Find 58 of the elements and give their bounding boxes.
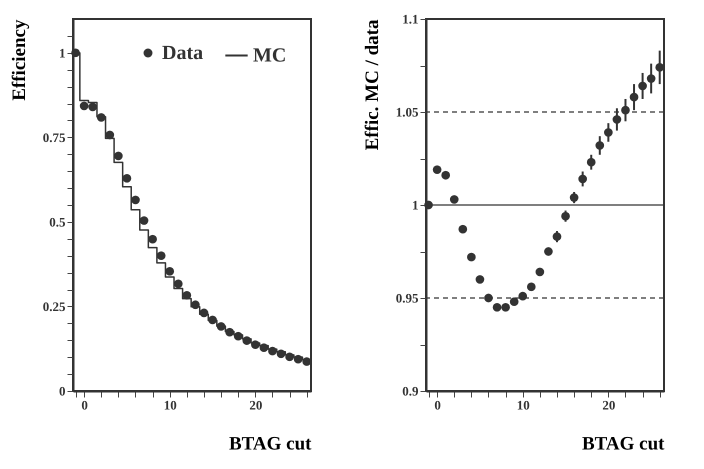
point bbox=[450, 195, 459, 204]
x-tick-label: 20 bbox=[602, 398, 616, 412]
point bbox=[424, 200, 433, 210]
point bbox=[122, 174, 132, 183]
point bbox=[140, 216, 148, 225]
point bbox=[80, 102, 88, 110]
point bbox=[518, 292, 528, 300]
point bbox=[536, 268, 544, 276]
y-axis-title: Efficiency bbox=[8, 19, 30, 101]
point bbox=[646, 74, 656, 83]
y-tick-label: 0 bbox=[59, 384, 66, 398]
point bbox=[492, 302, 502, 312]
point bbox=[552, 232, 562, 241]
point bbox=[612, 115, 622, 124]
y-tick-label: 0.75 bbox=[42, 130, 66, 145]
point bbox=[114, 152, 123, 160]
point bbox=[570, 193, 578, 202]
x-tick-label: 0 bbox=[434, 398, 441, 412]
y-tick-label: 0.9 bbox=[402, 384, 419, 398]
x-axis-title: BTAG cut bbox=[228, 434, 312, 454]
y-tick-label: 1 bbox=[59, 45, 66, 60]
x-axis-title: BTAG cut bbox=[582, 434, 666, 454]
point bbox=[510, 297, 519, 306]
point bbox=[165, 266, 174, 276]
y-axis-title: Effic. MC / data bbox=[362, 19, 383, 150]
point bbox=[526, 282, 536, 292]
x-tick-label: 20 bbox=[249, 398, 262, 412]
point bbox=[174, 279, 183, 288]
point bbox=[441, 170, 450, 180]
y-tick-label: 0.95 bbox=[396, 290, 419, 306]
point bbox=[156, 251, 166, 260]
point bbox=[501, 302, 510, 312]
point bbox=[604, 128, 613, 137]
point bbox=[131, 196, 140, 204]
x-tick-label: 10 bbox=[516, 398, 530, 412]
legend-label: Data bbox=[162, 42, 204, 64]
point bbox=[544, 247, 553, 256]
point bbox=[484, 294, 493, 302]
point bbox=[578, 174, 587, 184]
y-tick-label: 1.1 bbox=[402, 12, 418, 26]
point bbox=[638, 82, 647, 90]
point bbox=[458, 224, 468, 234]
point bbox=[561, 212, 570, 220]
point bbox=[432, 165, 442, 174]
point bbox=[467, 252, 476, 262]
legend-label: MC bbox=[253, 44, 286, 66]
point bbox=[148, 234, 157, 244]
x-tick-label: 10 bbox=[164, 398, 177, 412]
y-tick-label: 1.05 bbox=[396, 104, 419, 120]
y-tick-label: 1 bbox=[412, 198, 418, 212]
y-tick-label: 0.5 bbox=[49, 214, 66, 230]
point bbox=[621, 106, 630, 114]
point bbox=[595, 141, 604, 150]
y-tick-label: 0.25 bbox=[42, 298, 66, 314]
point bbox=[586, 158, 596, 167]
point bbox=[476, 275, 484, 284]
x-tick-label: 0 bbox=[81, 398, 88, 412]
point bbox=[630, 92, 638, 102]
